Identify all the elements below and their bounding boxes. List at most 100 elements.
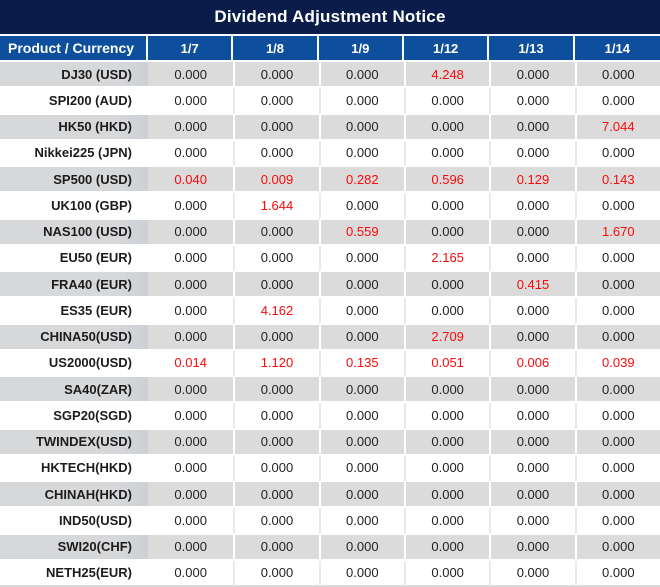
value-cell: 0.000 bbox=[489, 88, 575, 115]
value-cell: 0.000 bbox=[574, 455, 660, 482]
product-cell: FRA40 (EUR) bbox=[0, 272, 148, 299]
value-cell: 0.000 bbox=[574, 324, 660, 351]
value-cell: 2.165 bbox=[403, 245, 490, 272]
value-cell: 0.596 bbox=[403, 167, 490, 194]
value-cell: 0.000 bbox=[318, 482, 404, 509]
value-cell: 0.000 bbox=[489, 377, 575, 404]
value-cell: 0.000 bbox=[318, 455, 404, 482]
value-cell: 0.000 bbox=[318, 88, 404, 115]
table-row: TWINDEX(USD) 0.000 0.000 0.000 0.000 0.000 0.0… bbox=[0, 429, 660, 456]
value-cell: 0.000 bbox=[318, 193, 404, 220]
value-cell: 0.000 bbox=[403, 377, 490, 404]
column-header-date: 1/14 bbox=[574, 36, 660, 62]
column-header-date: 1/9 bbox=[318, 36, 404, 62]
value-cell: 0.000 bbox=[574, 482, 660, 509]
value-cell: 0.000 bbox=[574, 88, 660, 115]
product-cell: DJ30 (USD) bbox=[0, 62, 148, 89]
value-cell: 0.000 bbox=[148, 62, 234, 89]
column-header-date: 1/13 bbox=[489, 36, 575, 62]
value-cell: 0.129 bbox=[489, 167, 575, 194]
value-cell: 0.000 bbox=[574, 272, 660, 299]
value-cell: 0.000 bbox=[318, 377, 404, 404]
value-cell: 7.044 bbox=[574, 114, 660, 141]
value-cell: 0.000 bbox=[489, 114, 575, 141]
page-title: Dividend Adjustment Notice bbox=[0, 0, 660, 36]
value-cell: 0.000 bbox=[574, 403, 660, 430]
value-cell: 0.000 bbox=[148, 245, 234, 272]
table-row: FRA40 (EUR) 0.000 0.000 0.000 0.000 0.415 0.00… bbox=[0, 272, 660, 299]
product-cell: CHINA50(USD) bbox=[0, 324, 148, 351]
value-cell: 0.000 bbox=[148, 560, 234, 587]
table-row: EU50 (EUR) 0.000 0.000 0.000 2.165 0.000 0.000 bbox=[0, 245, 660, 272]
value-cell: 0.000 bbox=[403, 114, 490, 141]
value-cell: 0.000 bbox=[574, 140, 660, 167]
value-cell: 0.000 bbox=[233, 88, 319, 115]
value-cell: 0.000 bbox=[233, 245, 319, 272]
table-row: NETH25(EUR) 0.000 0.000 0.000 0.000 0.000 0.00… bbox=[0, 560, 660, 587]
value-cell: 0.000 bbox=[403, 219, 490, 246]
value-cell: 0.000 bbox=[233, 377, 319, 404]
column-header-date: 1/7 bbox=[148, 36, 234, 62]
value-cell: 0.000 bbox=[489, 482, 575, 509]
value-cell: 0.000 bbox=[403, 429, 490, 456]
value-cell: 0.000 bbox=[489, 298, 575, 325]
value-cell: 0.000 bbox=[148, 114, 234, 141]
value-cell: 0.000 bbox=[403, 482, 490, 509]
value-cell: 0.000 bbox=[233, 114, 319, 141]
value-cell: 0.000 bbox=[403, 455, 490, 482]
table-row: SGP20(SGD) 0.000 0.000 0.000 0.000 0.000 0.000 bbox=[0, 403, 660, 430]
table-row: DJ30 (USD) 0.000 0.000 0.000 4.248 0.000 0.000 bbox=[0, 62, 660, 89]
value-cell: 0.000 bbox=[148, 429, 234, 456]
value-cell: 0.282 bbox=[318, 167, 404, 194]
product-cell: SGP20(SGD) bbox=[0, 403, 148, 430]
column-header-product-currency: Product / Currency bbox=[0, 36, 148, 62]
value-cell: 0.000 bbox=[148, 534, 234, 561]
value-cell: 0.000 bbox=[489, 245, 575, 272]
value-cell: 0.000 bbox=[148, 455, 234, 482]
value-cell: 0.000 bbox=[318, 140, 404, 167]
value-cell: 1.670 bbox=[574, 219, 660, 246]
table-row: SPI200 (AUD) 0.000 0.000 0.000 0.000 0.000 0.0… bbox=[0, 88, 660, 115]
value-cell: 0.000 bbox=[148, 88, 234, 115]
value-cell: 0.000 bbox=[233, 219, 319, 246]
value-cell: 1.120 bbox=[233, 350, 319, 377]
product-cell: NETH25(EUR) bbox=[0, 560, 148, 587]
value-cell: 0.000 bbox=[148, 219, 234, 246]
value-cell: 0.000 bbox=[233, 534, 319, 561]
table-row: CHINAH(HKD) 0.000 0.000 0.000 0.000 0.000 0.00… bbox=[0, 482, 660, 509]
product-cell: NAS100 (USD) bbox=[0, 219, 148, 246]
value-cell: 0.000 bbox=[148, 482, 234, 509]
table-row: SWI20(CHF) 0.000 0.000 0.000 0.000 0.000 0.000 bbox=[0, 534, 660, 561]
product-cell: HKTECH(HKD) bbox=[0, 455, 148, 482]
product-cell: SP500 (USD) bbox=[0, 167, 148, 194]
value-cell: 0.000 bbox=[489, 403, 575, 430]
value-cell: 0.000 bbox=[233, 560, 319, 587]
table-header-row: Product / Currency 1/7 1/8 1/9 1/12 1/13 1/14 bbox=[0, 36, 660, 62]
value-cell: 0.000 bbox=[148, 272, 234, 299]
product-cell: CHINAH(HKD) bbox=[0, 482, 148, 509]
value-cell: 0.000 bbox=[489, 455, 575, 482]
value-cell: 0.000 bbox=[233, 324, 319, 351]
column-header-date: 1/8 bbox=[233, 36, 319, 62]
value-cell: 0.000 bbox=[318, 429, 404, 456]
value-cell: 2.709 bbox=[403, 324, 490, 351]
column-header-date: 1/12 bbox=[403, 36, 490, 62]
table-row: HKTECH(HKD) 0.000 0.000 0.000 0.000 0.000 0.00… bbox=[0, 455, 660, 482]
value-cell: 0.000 bbox=[233, 272, 319, 299]
table-row: UK100 (GBP) 0.000 1.644 0.000 0.000 0.000 0.00… bbox=[0, 193, 660, 220]
value-cell: 0.000 bbox=[574, 508, 660, 535]
value-cell: 0.014 bbox=[148, 350, 234, 377]
value-cell: 0.000 bbox=[574, 298, 660, 325]
value-cell: 0.000 bbox=[318, 114, 404, 141]
value-cell: 0.039 bbox=[574, 350, 660, 377]
value-cell: 0.009 bbox=[233, 167, 319, 194]
value-cell: 0.000 bbox=[574, 429, 660, 456]
product-cell: UK100 (GBP) bbox=[0, 193, 148, 220]
value-cell: 0.000 bbox=[403, 508, 490, 535]
value-cell: 0.000 bbox=[318, 324, 404, 351]
value-cell: 0.000 bbox=[318, 560, 404, 587]
table-row: SP500 (USD) 0.040 0.009 0.282 0.596 0.129 0.14… bbox=[0, 167, 660, 194]
value-cell: 0.135 bbox=[318, 350, 404, 377]
value-cell: 0.000 bbox=[233, 140, 319, 167]
value-cell: 0.000 bbox=[233, 455, 319, 482]
